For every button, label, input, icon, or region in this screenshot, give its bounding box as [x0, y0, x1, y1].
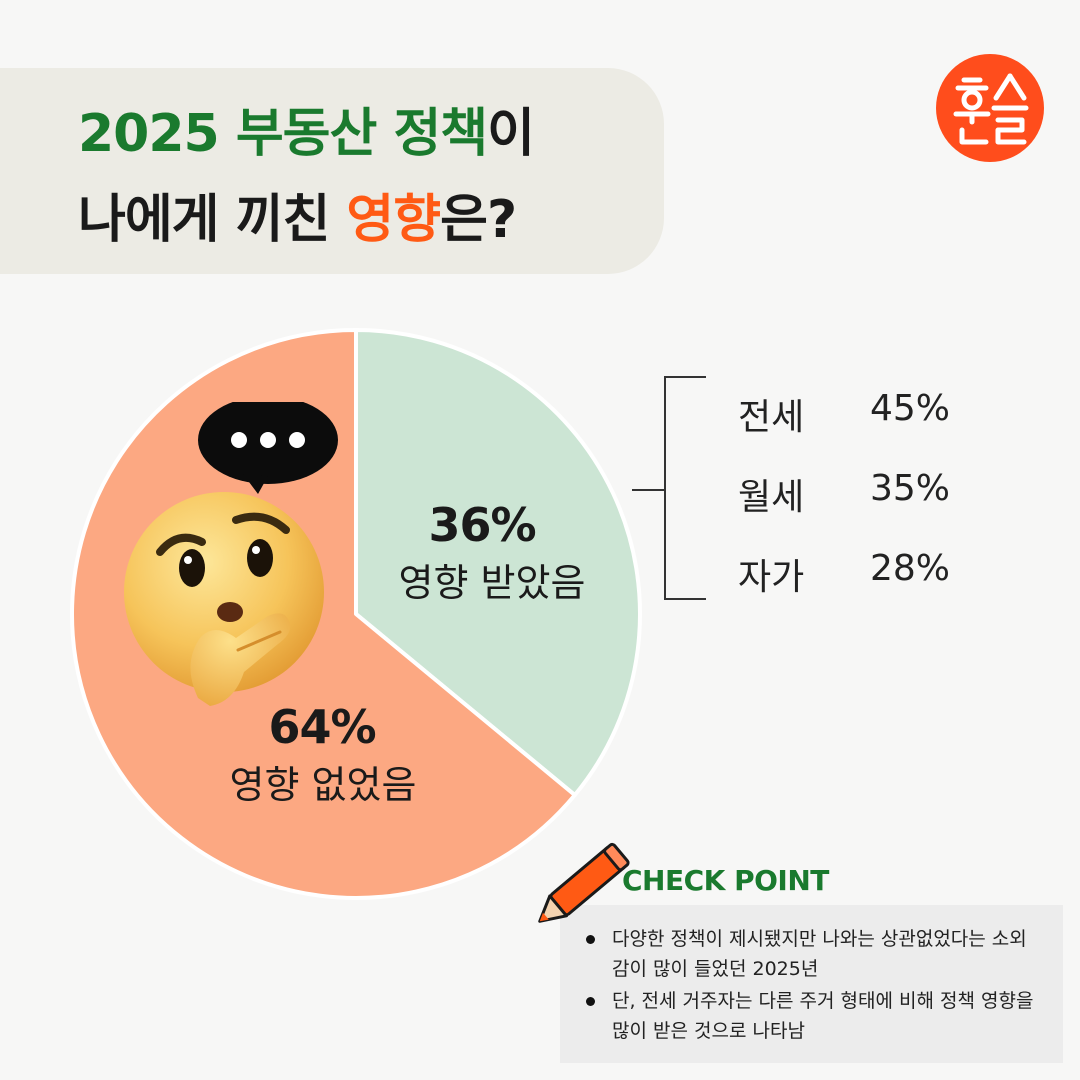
bullet-text: 다양한 정책이 제시됐지만 나와는 상관없었다는 소외감이 많이 들었던 202…	[612, 928, 1027, 980]
brand-logo-icon	[936, 54, 1044, 162]
thinking-face-icon	[124, 402, 338, 706]
check-point-bullet: 다양한 정책이 제시됐지만 나와는 상관없었다는 소외감이 많이 들었던 202…	[584, 924, 1044, 984]
breakdown-value: 28%	[870, 548, 951, 589]
title-text: 은?	[440, 190, 517, 250]
bullet-text: 단, 전세 거주자는 다른 주거 형태에 비해 정책 영향을 많이 받은 것으로…	[612, 990, 1034, 1042]
check-point-title: CHECK POINT	[622, 864, 829, 897]
title-text: 이	[487, 104, 535, 164]
not-affected-description-label: 영향 없었음	[229, 763, 417, 807]
page-title-line-1: 2025 부동산 정책이	[78, 108, 535, 160]
check-point-box	[560, 905, 1063, 1063]
bullet-dot-icon	[586, 935, 595, 944]
page-title-line-2: 나에게 끼친 영향은?	[78, 194, 517, 246]
breakdown-row-jeonse: 전세 45%	[738, 388, 950, 440]
bracket-connector	[632, 489, 664, 491]
pie-slice-not-affected	[70, 328, 577, 900]
bullet-dot-icon	[586, 997, 595, 1006]
affected-percent-label: 36%	[428, 498, 536, 552]
breakdown-value: 45%	[870, 388, 951, 429]
breakdown-bracket	[664, 376, 706, 600]
check-point-bullet: 단, 전세 거주자는 다른 주거 형태에 비해 정책 영향을 많이 받은 것으로…	[584, 986, 1044, 1046]
affected-description-label: 영향 받았음	[398, 561, 586, 605]
pencil-icon	[538, 842, 630, 923]
breakdown-label: 전세	[738, 397, 805, 438]
breakdown-label: 월세	[738, 477, 805, 518]
pie-slice-affected	[354, 328, 642, 798]
breakdown-value: 35%	[870, 468, 951, 509]
title-highlight-green: 2025 부동산 정책	[78, 104, 488, 164]
not-affected-percent-label: 64%	[268, 700, 376, 754]
breakdown-row-wolse: 월세 35%	[738, 468, 950, 520]
title-banner	[0, 68, 664, 274]
title-text: 나에게 끼친	[78, 190, 347, 250]
breakdown-label: 자가	[738, 557, 805, 598]
breakdown-row-jaga: 자가 28%	[738, 548, 950, 600]
title-highlight-orange: 영향	[346, 190, 441, 250]
